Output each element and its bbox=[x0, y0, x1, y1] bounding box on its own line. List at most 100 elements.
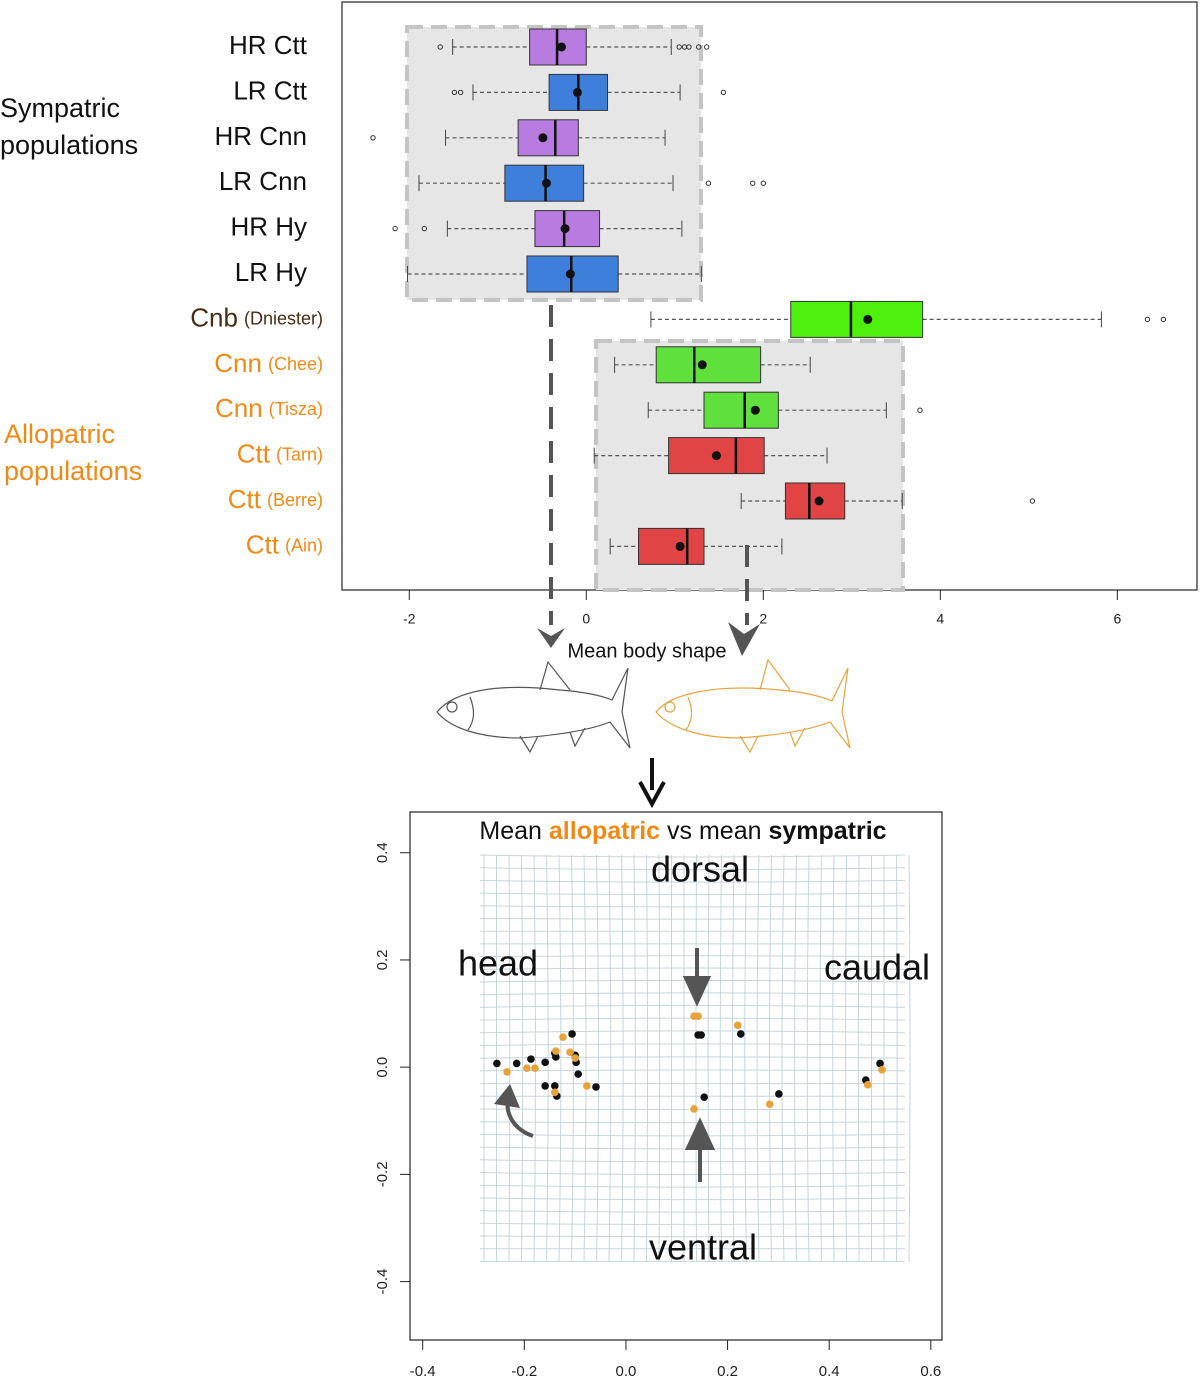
deformation-grid bbox=[480, 855, 910, 1262]
outlier bbox=[393, 226, 397, 230]
landmark bbox=[551, 1089, 559, 1097]
category-name: HR Hy bbox=[230, 211, 307, 241]
landmark bbox=[878, 1066, 886, 1074]
landmark bbox=[583, 1082, 591, 1090]
grid-line bbox=[480, 893, 905, 894]
landmark bbox=[697, 1031, 705, 1039]
panel-title: Mean allopatric vs mean sympatric bbox=[479, 817, 886, 845]
grid-line bbox=[480, 1057, 905, 1058]
y-tick-label: -0.4 bbox=[374, 1269, 391, 1295]
grid-line bbox=[696, 855, 697, 1262]
x-tick-label: 0.4 bbox=[819, 1363, 840, 1380]
x-tick-label: -0.4 bbox=[410, 1363, 436, 1380]
grid-line bbox=[909, 855, 910, 1262]
landmark bbox=[527, 1055, 535, 1063]
title-part: Mean bbox=[479, 817, 542, 845]
mean bbox=[751, 406, 760, 415]
mean bbox=[815, 497, 824, 506]
fish-sympatric bbox=[437, 662, 630, 752]
grid-line bbox=[708, 855, 709, 1262]
grid-line bbox=[770, 855, 772, 1262]
category-label: LR Ctt bbox=[233, 75, 307, 105]
category-label: HR Hy bbox=[230, 211, 307, 241]
grid-line bbox=[480, 1160, 905, 1162]
grid-line bbox=[720, 855, 721, 1262]
caption: Mean body shape bbox=[567, 640, 726, 662]
landmark bbox=[552, 1047, 560, 1055]
landmark bbox=[571, 1054, 579, 1062]
group-label: populations bbox=[4, 456, 142, 486]
mean bbox=[561, 224, 570, 233]
arrow bbox=[537, 628, 565, 648]
grid-line bbox=[659, 855, 660, 1262]
grid-line bbox=[480, 919, 905, 920]
outlier bbox=[704, 45, 708, 49]
grid-line bbox=[480, 1005, 905, 1007]
outlier bbox=[918, 408, 922, 412]
y-tick-label: -0.2 bbox=[374, 1161, 391, 1187]
category-name: Cnn bbox=[214, 348, 262, 378]
mean bbox=[676, 542, 685, 551]
grid-line bbox=[622, 855, 624, 1262]
grid-line bbox=[732, 855, 734, 1262]
grid-line bbox=[807, 855, 809, 1262]
y-tick-label: 0.0 bbox=[374, 1057, 391, 1078]
landmark bbox=[574, 1070, 582, 1078]
title-part: vs mean bbox=[667, 817, 761, 845]
landmark bbox=[493, 1060, 501, 1068]
category-source: (Tisza) bbox=[269, 399, 323, 419]
grid-line bbox=[480, 1211, 905, 1213]
grid-line bbox=[846, 855, 847, 1262]
category-name: HR Ctt bbox=[229, 30, 308, 60]
category-source: (Ain) bbox=[285, 535, 323, 555]
grid-line bbox=[745, 855, 747, 1262]
outlier bbox=[1145, 317, 1149, 321]
grid-line bbox=[634, 855, 635, 1262]
category-label: Cnn(Tisza) bbox=[215, 393, 323, 423]
landmark bbox=[864, 1081, 872, 1089]
category-source: (Berre) bbox=[267, 490, 323, 510]
outlier bbox=[750, 181, 754, 185]
category-label: LR Cnn bbox=[219, 166, 307, 196]
category-label: LR Hy bbox=[235, 257, 307, 287]
group-label: Sympatric bbox=[0, 93, 120, 123]
landmark bbox=[775, 1090, 783, 1098]
landmark bbox=[592, 1083, 600, 1091]
grid-line bbox=[858, 855, 859, 1262]
grid-line bbox=[757, 855, 759, 1262]
grid-line bbox=[584, 855, 586, 1262]
fish-allopatric bbox=[656, 660, 850, 752]
landmark bbox=[531, 1064, 539, 1072]
category-name: Ctt bbox=[237, 438, 271, 468]
landmark bbox=[694, 1012, 702, 1020]
grid-line bbox=[480, 1185, 905, 1187]
y-tick-label: 0.4 bbox=[374, 842, 391, 863]
outlier bbox=[1161, 317, 1165, 321]
x-tick-label: 0.6 bbox=[920, 1363, 941, 1380]
title-part: allopatric bbox=[549, 817, 660, 845]
landmark bbox=[541, 1059, 549, 1067]
grid-line bbox=[833, 855, 834, 1262]
box bbox=[791, 301, 923, 337]
box bbox=[518, 120, 578, 156]
grid-line bbox=[480, 1122, 905, 1123]
landmark bbox=[513, 1060, 521, 1068]
mean bbox=[566, 270, 575, 279]
outlier bbox=[721, 90, 725, 94]
category-label: HR Ctt bbox=[229, 30, 308, 60]
outlier bbox=[761, 181, 765, 185]
x-tick-label: -0.2 bbox=[511, 1363, 537, 1380]
group-label: populations bbox=[0, 130, 138, 160]
grid-line bbox=[609, 855, 611, 1262]
grid-line bbox=[597, 855, 599, 1262]
grid-line bbox=[480, 1198, 905, 1200]
category-source: (Chee) bbox=[268, 354, 323, 374]
category-label: Cnb(Dniester) bbox=[190, 302, 323, 332]
mean bbox=[538, 133, 547, 142]
mean bbox=[542, 179, 551, 188]
group-label: Allopatric bbox=[4, 419, 115, 449]
grid-line bbox=[480, 906, 905, 907]
mean bbox=[863, 315, 872, 324]
x-tick-label: 4 bbox=[936, 611, 944, 627]
annotation: ventral bbox=[649, 1227, 757, 1268]
